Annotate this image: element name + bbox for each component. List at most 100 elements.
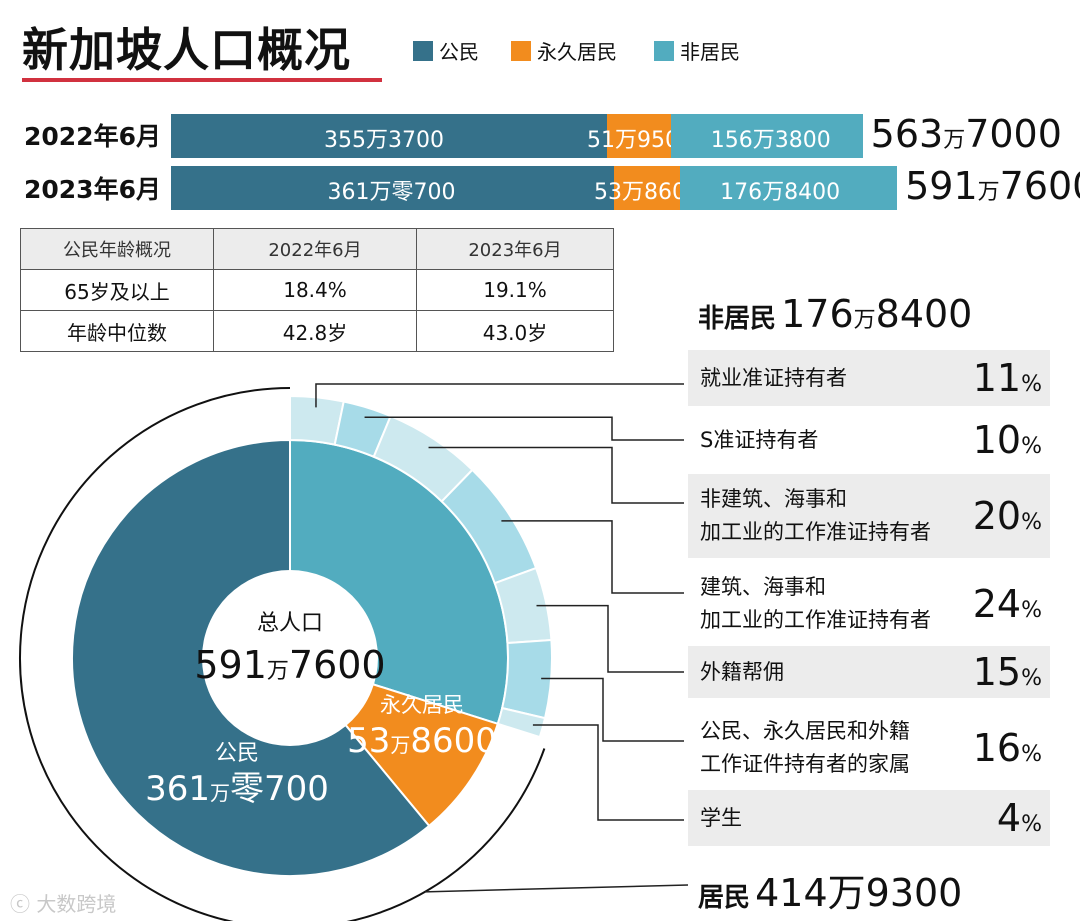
bar-segment xyxy=(614,166,681,210)
wan-unit: 万 xyxy=(943,128,966,153)
wan-unit: 万 xyxy=(853,308,876,333)
list-item: 公民、永久居民和外籍 工作证件持有者的家属 16% xyxy=(688,708,1050,788)
residents-leader-line xyxy=(424,884,689,893)
category-label: 学生 xyxy=(700,805,742,830)
category-label: S准证持有者 xyxy=(700,427,819,452)
table-cell: 65岁及以上 xyxy=(20,269,214,311)
age-table: 公民年龄概况 2022年6月 2023年6月 65岁及以上 18.4% 19.1… xyxy=(20,228,614,352)
nonresident-total: 176万8400 xyxy=(781,292,972,336)
list-item: 就业准证持有者 11% xyxy=(688,350,1050,406)
percent-sign: % xyxy=(1021,372,1042,397)
bar-segment xyxy=(670,114,863,158)
bar-value-label: 355万3700 xyxy=(324,128,444,153)
table-cell: 43.0岁 xyxy=(416,310,614,352)
category-percent: 15% xyxy=(973,650,1050,694)
bar-segment xyxy=(607,114,671,158)
citizen-value-rest: 零700 xyxy=(230,769,329,809)
bar-total-rest: 7000 xyxy=(965,112,1062,156)
legend-item: 永久居民 xyxy=(511,36,617,65)
list-item: 非建筑、海事和 加工业的工作准证持有者 20% xyxy=(688,474,1050,558)
bar-total-label: 563万7000 xyxy=(871,112,1062,156)
table-cell: 19.1% xyxy=(416,269,614,311)
legend-item: 公民 xyxy=(413,36,479,65)
category-label: 就业准证持有者 xyxy=(700,365,847,390)
donut-hole xyxy=(202,570,378,746)
legend-swatch xyxy=(511,40,531,61)
residents-label: 居民 xyxy=(698,883,751,913)
watermark-text: 大数跨境 xyxy=(36,892,117,916)
percent-sign: % xyxy=(1021,434,1042,459)
pr-value-main: 53 xyxy=(347,721,390,761)
bar-category-label: 2023年6月 xyxy=(24,175,161,204)
leader-line xyxy=(541,677,684,742)
nonresident-header: 非居民 176万8400 xyxy=(698,292,972,336)
nonresident-title: 非居民 xyxy=(698,304,777,334)
table-row: 65岁及以上 18.4% 19.1% xyxy=(20,269,614,311)
bar-value-label: 156万3800 xyxy=(710,128,831,153)
percent-sign: % xyxy=(1021,510,1042,535)
list-item: 外籍帮佣 15% xyxy=(688,646,1050,698)
page-title: 新加坡人口概况 xyxy=(22,23,351,77)
category-percent: 24% xyxy=(973,582,1050,626)
bar-segment xyxy=(171,166,615,210)
wan-unit: 万 xyxy=(390,733,410,757)
percent-sign: % xyxy=(1021,666,1042,691)
title-underline xyxy=(22,78,382,82)
table-header-row: 公民年龄概况 2022年6月 2023年6月 xyxy=(20,228,614,270)
category-percent: 16% xyxy=(973,726,1050,770)
percent-value: 15 xyxy=(972,650,1022,694)
leader-line xyxy=(315,383,684,408)
category-percent: 10% xyxy=(973,418,1050,462)
leader-line xyxy=(536,604,684,673)
category-label: 非建筑、海事和 加工业的工作准证持有者 xyxy=(700,487,931,544)
table-row: 年龄中位数 42.8岁 43.0岁 xyxy=(20,310,614,352)
table-header-cell: 2023年6月 xyxy=(416,228,614,270)
list-item: 学生 4% xyxy=(688,790,1050,846)
center-total: 591万7600 xyxy=(194,643,385,687)
wan-unit: 万 xyxy=(977,180,1000,205)
legend-item: 非居民 xyxy=(654,36,740,65)
leader-line xyxy=(532,724,684,821)
leader-line xyxy=(501,520,684,594)
leader-line xyxy=(428,446,684,504)
legend-label: 公民 xyxy=(439,40,479,64)
bar-total-main: 591 xyxy=(905,164,978,208)
legend-swatch xyxy=(413,40,433,61)
percent-value: 11 xyxy=(972,356,1022,400)
center-total-rest: 7600 xyxy=(289,643,386,687)
percent-sign: % xyxy=(1021,598,1042,623)
category-percent: 20% xyxy=(973,494,1050,538)
category-label: 公民、永久居民和外籍 工作证件持有者的家属 xyxy=(700,719,910,776)
table-cell: 年龄中位数 xyxy=(20,310,214,352)
bar-value-label: 176万8400 xyxy=(720,180,841,205)
bar-total-rest: 7600 xyxy=(999,164,1080,208)
percent-value: 16 xyxy=(972,726,1022,770)
legend-label: 永久居民 xyxy=(537,40,617,64)
percent-value: 10 xyxy=(972,418,1022,462)
bar-segment xyxy=(680,166,898,210)
bar-total-main: 563 xyxy=(870,112,944,156)
percent-sign: % xyxy=(1021,812,1042,837)
category-label: 外籍帮佣 xyxy=(700,659,784,684)
pr-slice-label: 永久居民 xyxy=(380,693,464,717)
nonresident-total-rest: 8400 xyxy=(875,292,973,336)
percent-value: 20 xyxy=(972,494,1022,538)
nonresident-total-main: 176 xyxy=(781,292,854,336)
citizen-slice-value: 361万零700 xyxy=(145,769,329,809)
category-percent: 11% xyxy=(973,356,1050,400)
pr-slice-value: 53万8600 xyxy=(347,721,497,761)
residents-footer: 居民 414万9300 xyxy=(698,862,962,917)
residents-value: 414万9300 xyxy=(755,871,963,915)
category-label: 建筑、海事和 加工业的工作准证持有者 xyxy=(700,575,931,632)
citizen-value-main: 361 xyxy=(145,769,210,809)
percent-sign: % xyxy=(1021,742,1042,767)
watermark-logo: ⓒ 大数跨境 xyxy=(10,892,117,916)
list-item: S准证持有者 10% xyxy=(688,412,1050,468)
citizen-slice-label: 公民 xyxy=(215,741,259,766)
center-label: 总人口 xyxy=(257,611,323,636)
table-header-cell: 公民年龄概况 xyxy=(20,228,214,270)
bar-total-label: 591万7600 xyxy=(905,164,1080,208)
leader-line xyxy=(364,416,684,441)
bar-value-label: 361万零700 xyxy=(327,180,456,205)
